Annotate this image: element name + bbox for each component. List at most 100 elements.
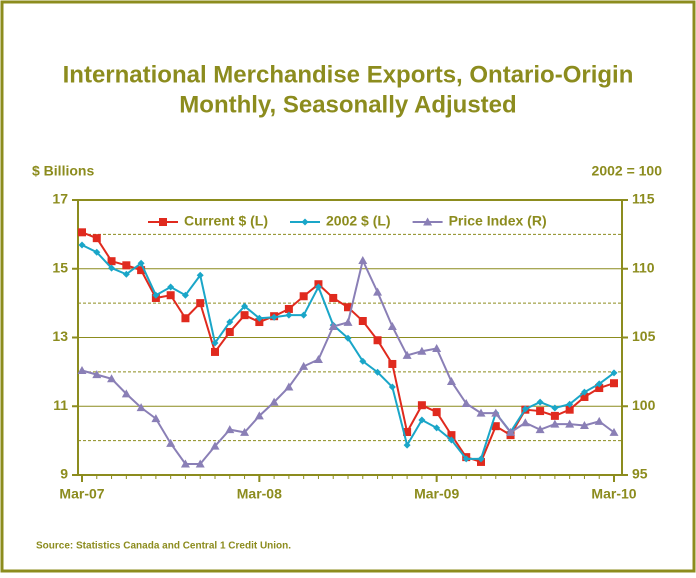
marker [152, 291, 160, 299]
marker [359, 357, 367, 365]
marker [610, 379, 618, 388]
y-tick-label: 9 [60, 466, 68, 482]
marker [462, 455, 470, 463]
marker [196, 299, 205, 308]
marker [300, 311, 308, 319]
marker [432, 344, 442, 352]
marker [388, 383, 396, 391]
marker [536, 398, 544, 406]
marker [550, 419, 560, 428]
y-axis-label: $ Billions [32, 163, 94, 179]
marker [92, 234, 101, 243]
marker [491, 422, 500, 431]
marker [166, 291, 175, 300]
marker [550, 411, 559, 420]
marker [314, 283, 322, 291]
marker [580, 392, 589, 401]
marker [476, 408, 486, 417]
marker [402, 350, 412, 359]
marker [78, 228, 86, 237]
marker [461, 399, 471, 407]
marker [210, 441, 220, 450]
marker [301, 218, 309, 226]
marker [92, 370, 102, 379]
marker [446, 377, 456, 385]
marker [77, 366, 87, 374]
marker [595, 384, 604, 393]
marker [121, 389, 131, 398]
marker [180, 459, 190, 468]
marker [285, 311, 293, 319]
marker [181, 314, 190, 323]
marker [195, 459, 205, 468]
marker [432, 408, 441, 417]
y-tick-label: 17 [52, 191, 68, 207]
marker [373, 336, 382, 345]
marker [423, 217, 433, 226]
marker [255, 318, 264, 327]
marker [151, 414, 161, 423]
legend-label: Price Index (R) [449, 213, 547, 229]
marker [343, 317, 353, 326]
marker [580, 388, 588, 396]
marker [374, 368, 382, 376]
marker [240, 311, 249, 320]
marker [107, 257, 116, 266]
marker [167, 283, 175, 291]
marker [358, 317, 367, 325]
marker [506, 427, 516, 436]
marker [403, 441, 411, 449]
marker [93, 248, 101, 256]
y2-tick-label: 100 [632, 397, 656, 413]
marker [387, 322, 397, 330]
marker [594, 416, 604, 425]
marker [536, 407, 545, 416]
y2-axis-label: 2002 = 100 [592, 163, 663, 179]
marker [107, 374, 117, 383]
marker [240, 427, 250, 436]
marker [521, 405, 529, 413]
marker [270, 313, 278, 321]
x-tick-label: Mar-07 [59, 486, 104, 502]
x-tick-label: Mar-08 [237, 486, 282, 502]
y-tick-label: 13 [52, 328, 68, 344]
marker [566, 400, 574, 408]
marker [477, 455, 485, 463]
y2-tick-label: 105 [632, 328, 656, 344]
marker [433, 424, 441, 432]
marker [137, 266, 146, 275]
marker [358, 256, 368, 264]
marker [122, 261, 131, 270]
marker [610, 369, 618, 377]
marker [181, 291, 189, 299]
chart-title: International Merchandise Exports, Ontar… [63, 61, 634, 88]
y2-tick-label: 115 [632, 191, 655, 207]
marker [551, 404, 559, 412]
marker [299, 361, 309, 370]
marker [211, 339, 219, 347]
x-tick-label: Mar-09 [414, 486, 459, 502]
marker [284, 382, 294, 391]
marker [609, 427, 619, 436]
marker [166, 438, 176, 447]
marker [595, 380, 603, 388]
y-tick-label: 15 [52, 259, 68, 275]
marker [254, 411, 264, 420]
marker [137, 259, 145, 267]
marker [344, 334, 352, 342]
y2-tick-label: 110 [632, 259, 655, 275]
x-tick-label: Mar-10 [591, 486, 636, 502]
marker [447, 431, 456, 440]
marker [255, 314, 263, 322]
marker [388, 359, 397, 368]
marker [136, 403, 146, 412]
marker [565, 405, 574, 414]
marker [225, 425, 235, 434]
chart-subtitle: Monthly, Seasonally Adjusted [179, 91, 516, 118]
marker [225, 328, 234, 336]
marker [299, 292, 308, 301]
marker [313, 355, 323, 363]
y-tick-label: 11 [53, 397, 68, 413]
marker [579, 421, 589, 429]
